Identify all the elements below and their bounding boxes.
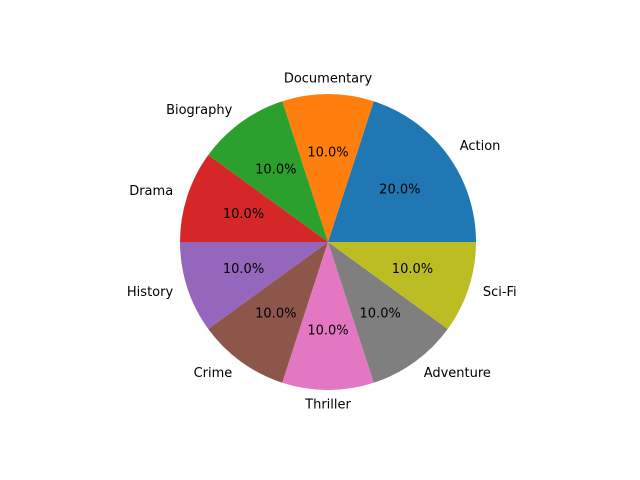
percent-label: 20.0% bbox=[379, 182, 420, 197]
category-label: History bbox=[127, 285, 174, 300]
percent-label: 10.0% bbox=[223, 262, 264, 277]
category-label: Action bbox=[460, 139, 501, 154]
pie-slices bbox=[180, 94, 476, 390]
percent-label: 10.0% bbox=[360, 306, 401, 321]
category-label: Crime bbox=[194, 366, 233, 381]
percent-label: 10.0% bbox=[223, 207, 264, 222]
category-label: Biography bbox=[166, 103, 233, 118]
category-label: Sci-Fi bbox=[483, 285, 517, 300]
percent-label: 10.0% bbox=[255, 306, 296, 321]
percent-label: 10.0% bbox=[392, 262, 433, 277]
category-label: Drama bbox=[129, 184, 173, 199]
percent-label: 10.0% bbox=[255, 163, 296, 178]
category-label: Thriller bbox=[304, 397, 351, 412]
percent-label: 10.0% bbox=[307, 146, 348, 161]
percent-label: 10.0% bbox=[307, 323, 348, 338]
category-label: Documentary bbox=[284, 72, 373, 87]
category-label: Adventure bbox=[424, 366, 491, 381]
